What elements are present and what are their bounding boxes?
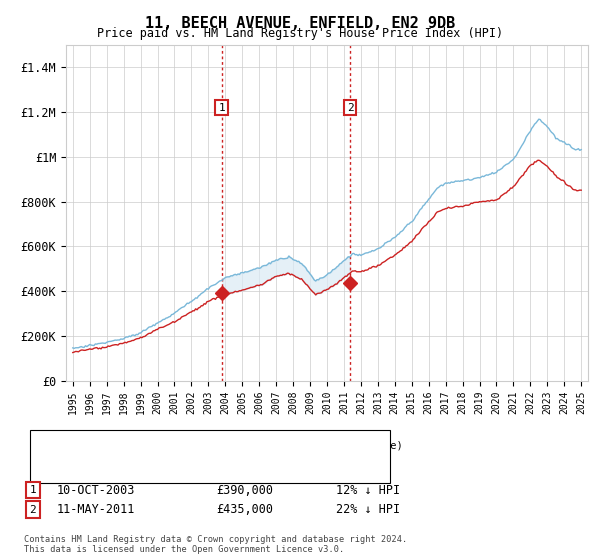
Text: 1: 1: [29, 485, 37, 495]
Text: 11-MAY-2011: 11-MAY-2011: [57, 503, 136, 516]
Text: 2: 2: [29, 505, 37, 515]
Text: ─────: ─────: [42, 461, 79, 474]
Text: 10-OCT-2003: 10-OCT-2003: [57, 483, 136, 497]
Text: 11, BEECH AVENUE, ENFIELD, EN2 9DB: 11, BEECH AVENUE, ENFIELD, EN2 9DB: [145, 16, 455, 31]
Text: 12% ↓ HPI: 12% ↓ HPI: [336, 483, 400, 497]
Text: £435,000: £435,000: [216, 503, 273, 516]
Text: 11, BEECH AVENUE, ENFIELD, EN2 9DB (detached house): 11, BEECH AVENUE, ENFIELD, EN2 9DB (deta…: [84, 440, 403, 450]
Text: ─────: ─────: [42, 438, 79, 452]
Text: £390,000: £390,000: [216, 483, 273, 497]
Text: 1: 1: [218, 102, 225, 113]
Text: Price paid vs. HM Land Registry's House Price Index (HPI): Price paid vs. HM Land Registry's House …: [97, 27, 503, 40]
Text: 2: 2: [347, 102, 353, 113]
Text: 22% ↓ HPI: 22% ↓ HPI: [336, 503, 400, 516]
Text: Contains HM Land Registry data © Crown copyright and database right 2024.
This d: Contains HM Land Registry data © Crown c…: [24, 535, 407, 554]
Text: HPI: Average price, detached house, Enfield: HPI: Average price, detached house, Enfi…: [84, 463, 353, 473]
